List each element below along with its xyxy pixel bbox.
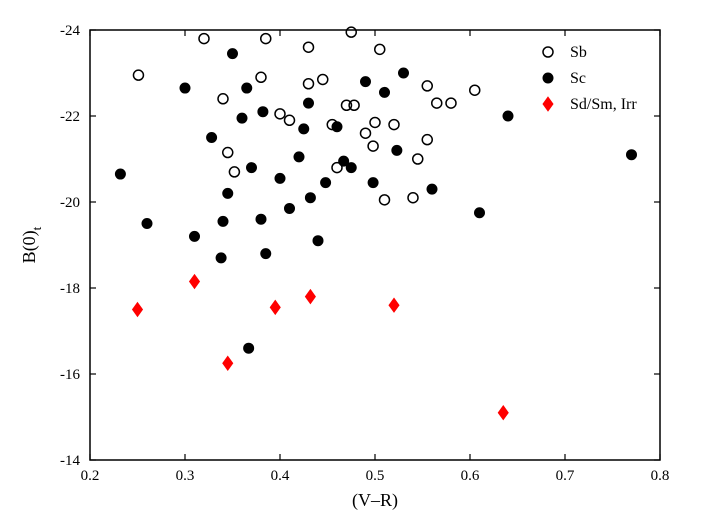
y-tick-label: -20	[60, 195, 80, 211]
legend-label: Sc	[570, 70, 586, 87]
chart-container: 0.2 0.3 0.4 0.5 0.6 0.7 0.8 -24 -22 -20 -18 -16 -14 (…	[0, 0, 704, 514]
y-tick-label: -18	[60, 281, 80, 297]
x-tick-label: 0.2	[81, 468, 100, 484]
scatter-chart: 0.2 0.3 0.4 0.5 0.6 0.7 0.8 -24 -22 -20 -18 -16 -14 (…	[0, 0, 704, 514]
y-axis-label: B(0)t	[19, 226, 44, 263]
plot-frame	[90, 30, 660, 460]
legend-label: Sb	[570, 44, 587, 61]
series-sb	[133, 27, 479, 205]
x-tick-label: 0.5	[366, 468, 385, 484]
series-sd-sm-irr	[133, 275, 509, 420]
legend-label: Sd/Sm, Irr	[570, 96, 637, 113]
svg-text:B(0)t: B(0)t	[19, 226, 44, 263]
legend: Sb Sc Sd/Sm, Irr	[543, 44, 637, 113]
x-tick-label: 0.8	[651, 468, 670, 484]
x-tick-label: 0.3	[176, 468, 195, 484]
x-axis-label: (V–R)	[352, 490, 398, 511]
series-sc	[115, 49, 636, 354]
y-tick-label: -24	[60, 23, 80, 39]
x-tick-label: 0.6	[461, 468, 480, 484]
y-tick-label: -14	[60, 453, 80, 469]
x-tick-label: 0.7	[556, 468, 575, 484]
y-tick-label: -16	[60, 367, 80, 383]
x-tick-label: 0.4	[271, 468, 290, 484]
y-tick-label: -22	[60, 109, 80, 125]
